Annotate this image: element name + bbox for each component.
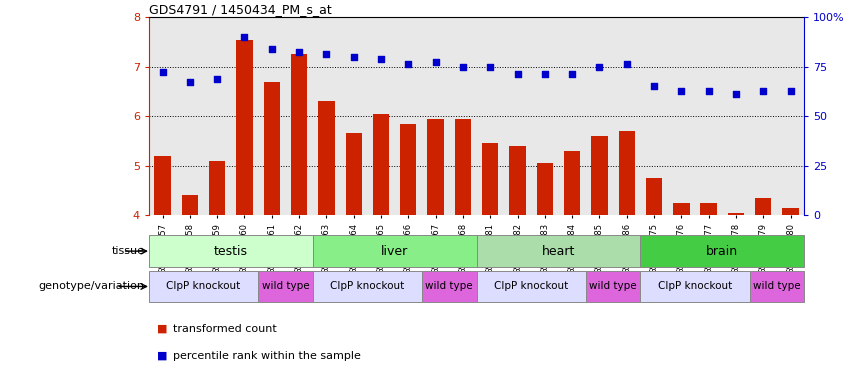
Point: [675, 88, 688, 94]
Bar: [477, 235, 640, 267]
Bar: [400, 124, 416, 215]
Text: ClpP knockout: ClpP knockout: [167, 281, 241, 291]
Text: heart: heart: [542, 245, 575, 258]
Text: ■: ■: [157, 324, 168, 334]
Point: [511, 71, 524, 77]
Bar: [264, 81, 280, 215]
Point: [648, 83, 661, 89]
Point: [429, 59, 443, 65]
Bar: [149, 271, 258, 302]
Text: wild type: wild type: [753, 281, 801, 291]
Point: [156, 69, 169, 75]
Bar: [750, 271, 804, 302]
Text: wild type: wild type: [261, 281, 309, 291]
Point: [565, 71, 579, 77]
Bar: [728, 213, 744, 215]
Text: brain: brain: [706, 245, 739, 258]
Bar: [641, 271, 750, 302]
Text: liver: liver: [381, 245, 408, 258]
Bar: [591, 136, 608, 215]
Point: [757, 88, 770, 94]
Bar: [646, 178, 662, 215]
Text: ■: ■: [157, 351, 168, 361]
Text: GDS4791 / 1450434_PM_s_at: GDS4791 / 1450434_PM_s_at: [149, 3, 332, 16]
Bar: [673, 203, 689, 215]
Point: [483, 64, 497, 70]
Bar: [482, 143, 499, 215]
Bar: [427, 119, 443, 215]
Point: [210, 76, 224, 82]
Text: ClpP knockout: ClpP knockout: [330, 281, 404, 291]
Bar: [209, 161, 226, 215]
Bar: [564, 151, 580, 215]
Bar: [755, 198, 771, 215]
Bar: [237, 40, 253, 215]
Point: [456, 64, 470, 70]
Bar: [291, 55, 307, 215]
Text: tissue: tissue: [111, 246, 145, 256]
Bar: [149, 235, 312, 267]
Bar: [477, 271, 585, 302]
Point: [374, 56, 388, 62]
Text: ClpP knockout: ClpP knockout: [494, 281, 568, 291]
Text: wild type: wild type: [589, 281, 637, 291]
Point: [784, 88, 797, 94]
Bar: [154, 156, 171, 215]
Bar: [312, 271, 422, 302]
Point: [320, 51, 334, 58]
Bar: [619, 131, 635, 215]
Text: testis: testis: [214, 245, 248, 258]
Bar: [782, 208, 799, 215]
Bar: [509, 146, 526, 215]
Bar: [537, 163, 553, 215]
Point: [702, 88, 716, 94]
Bar: [454, 119, 471, 215]
Bar: [312, 235, 477, 267]
Bar: [346, 134, 362, 215]
Point: [538, 71, 551, 77]
Bar: [700, 203, 717, 215]
Bar: [181, 195, 198, 215]
Text: wild type: wild type: [426, 281, 473, 291]
Point: [592, 64, 606, 70]
Point: [292, 49, 306, 55]
Point: [729, 91, 743, 97]
Bar: [373, 114, 389, 215]
Point: [265, 46, 278, 53]
Point: [402, 61, 415, 67]
Bar: [641, 235, 804, 267]
Bar: [422, 271, 477, 302]
Bar: [318, 101, 334, 215]
Text: genotype/variation: genotype/variation: [38, 281, 145, 291]
Text: ClpP knockout: ClpP knockout: [658, 281, 732, 291]
Text: transformed count: transformed count: [173, 324, 277, 334]
Point: [620, 61, 633, 67]
Bar: [585, 271, 640, 302]
Text: percentile rank within the sample: percentile rank within the sample: [173, 351, 361, 361]
Bar: [258, 271, 313, 302]
Point: [237, 34, 251, 40]
Point: [347, 54, 361, 60]
Point: [183, 78, 197, 84]
